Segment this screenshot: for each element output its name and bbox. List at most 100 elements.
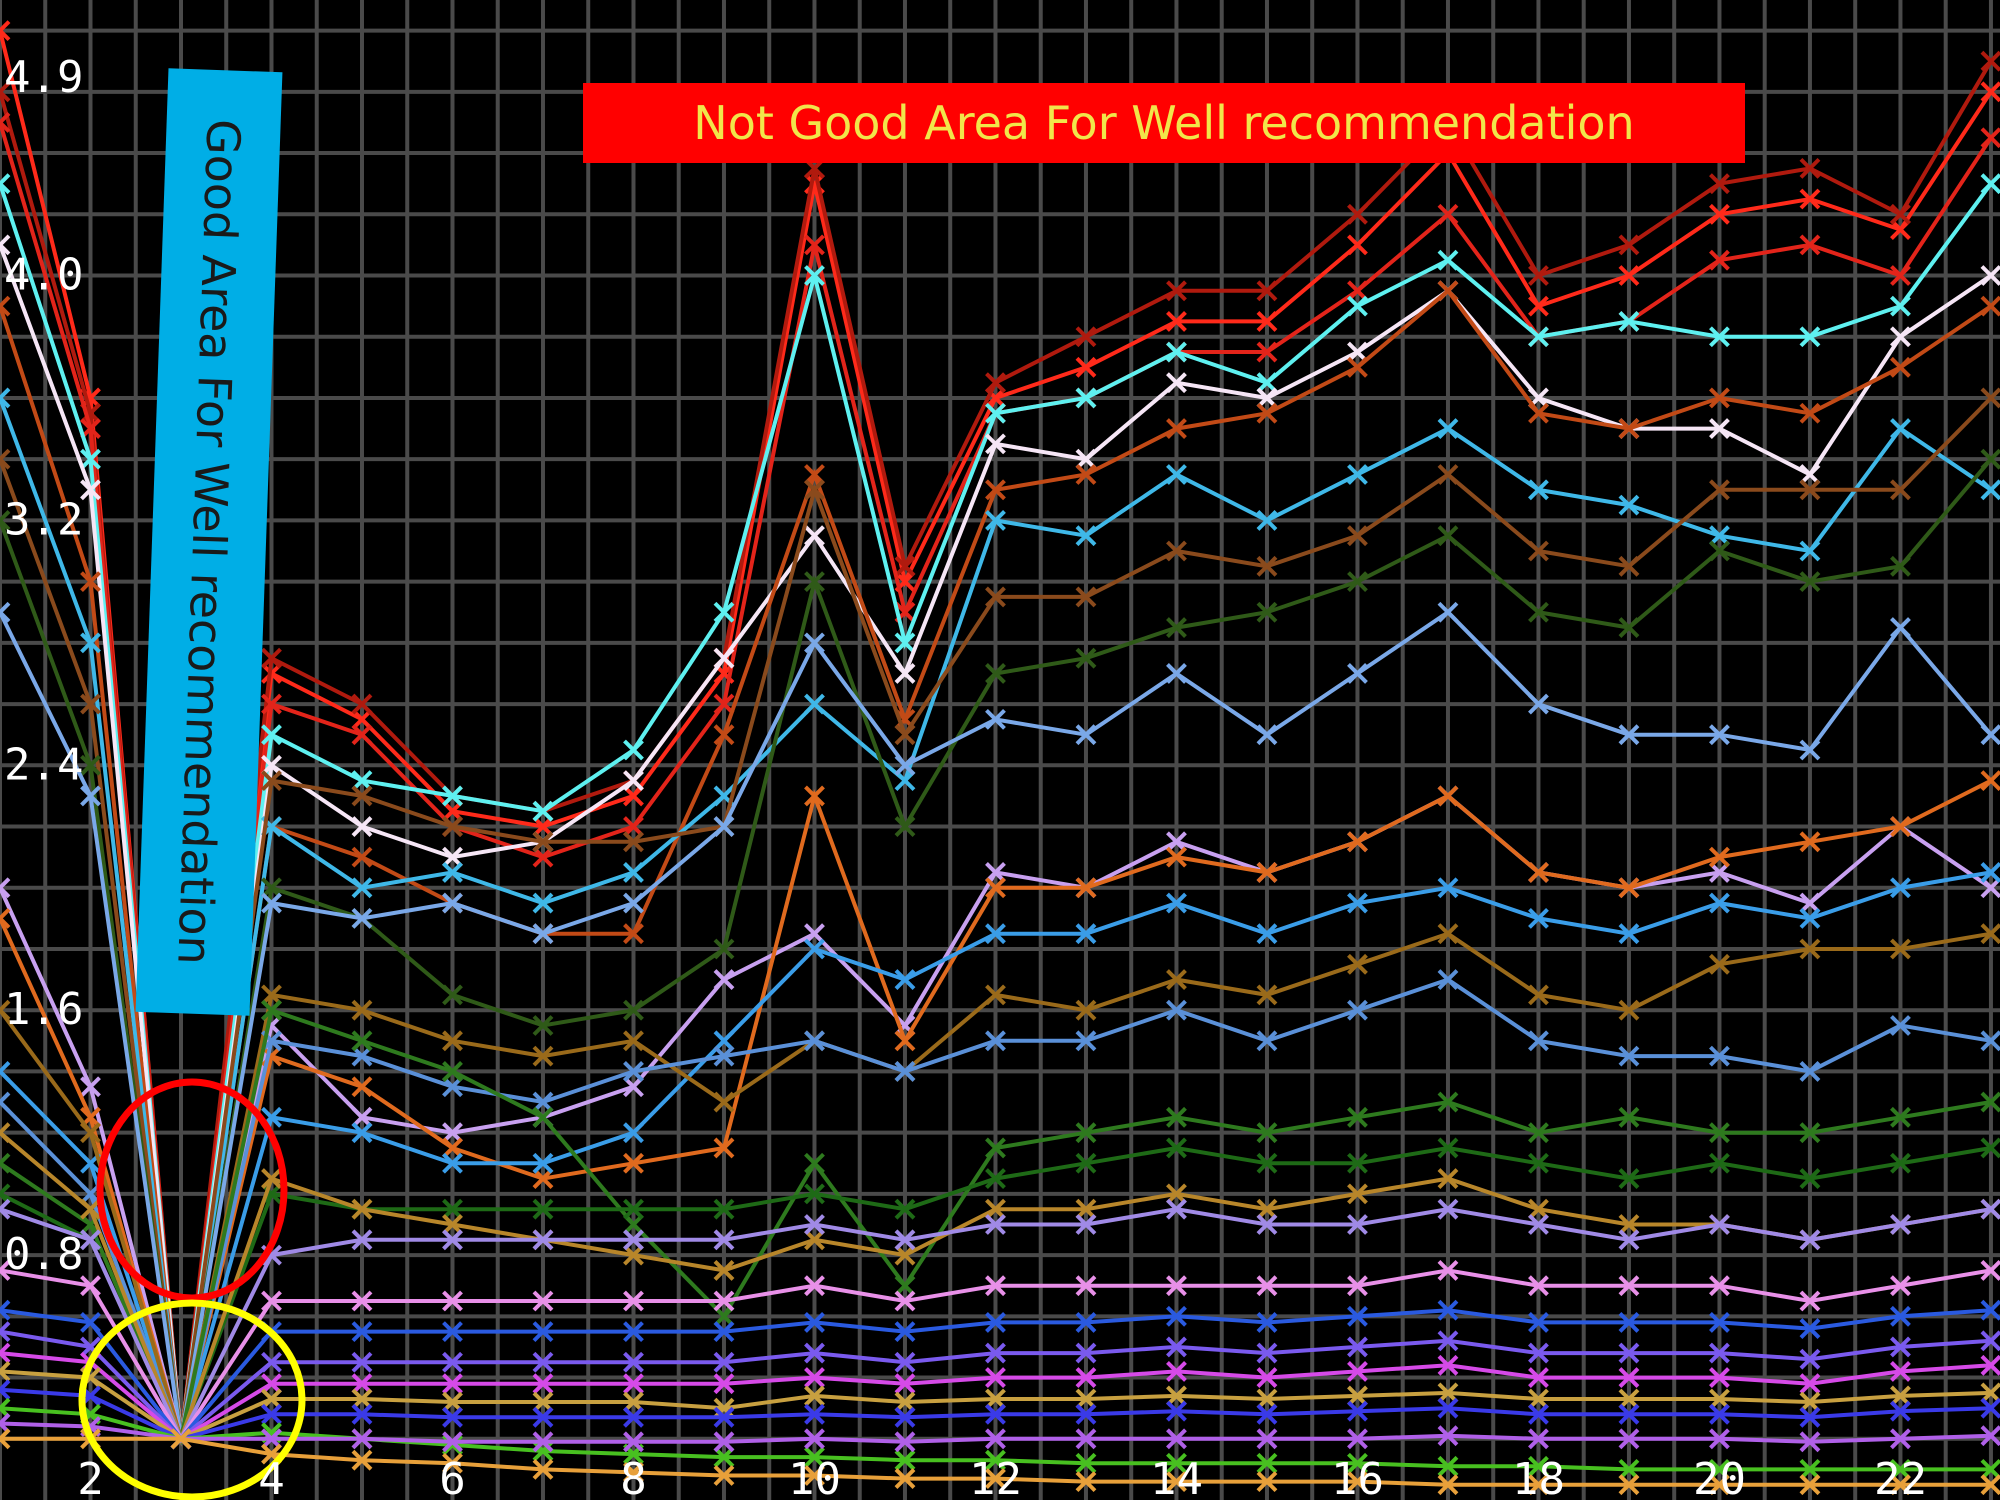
- series-27: [0, 1413, 2000, 1453]
- data-point-marker: [894, 1431, 916, 1453]
- data-point-marker: [1256, 923, 1278, 945]
- not-good-area-label: Not Good Area For Well recommendation: [693, 96, 1635, 150]
- y-tick-label: 1.6: [4, 984, 83, 1035]
- data-point-marker: [804, 571, 825, 593]
- data-point-marker: [1980, 1030, 2000, 1052]
- data-point-marker: [804, 525, 825, 547]
- data-point-marker: [1256, 1403, 1278, 1425]
- data-point-marker: [1437, 418, 1459, 439]
- data-point-marker: [1799, 479, 1821, 501]
- data-point-marker: [1347, 1471, 1368, 1493]
- data-point-marker: [1890, 1214, 1911, 1235]
- data-point-marker: [1980, 173, 2000, 195]
- series-28: [0, 1428, 2000, 1496]
- data-point-marker: [1075, 1275, 1097, 1297]
- data-point-marker: [532, 1152, 554, 1174]
- data-point-marker: [1890, 617, 1911, 638]
- yellow-highlight-circle: [78, 1299, 306, 1500]
- data-point-marker: [713, 1091, 735, 1113]
- data-point-marker: [442, 892, 463, 914]
- data-point-marker: [351, 1428, 373, 1450]
- data-point-marker: [1347, 999, 1368, 1021]
- data-point-marker: [1166, 1452, 1187, 1474]
- data-point-marker: [985, 1388, 1006, 1410]
- data-point-marker: [1890, 1275, 1911, 1297]
- data-point-marker: [261, 999, 282, 1021]
- data-point-marker: [0, 1198, 11, 1220]
- data-point-marker: [1347, 1428, 1368, 1450]
- data-point-marker: [1799, 1318, 1821, 1339]
- data-point-marker: [1437, 1474, 1459, 1496]
- x-tick-label: 4: [258, 1454, 285, 1500]
- data-point-marker: [1166, 663, 1187, 684]
- data-point-marker: [1980, 724, 2000, 746]
- data-point-marker: [1528, 1030, 1549, 1052]
- data-point-marker: [442, 1406, 463, 1428]
- data-point-marker: [804, 1214, 825, 1235]
- data-point-marker: [261, 1290, 282, 1312]
- data-point-marker: [1437, 525, 1459, 547]
- data-point-marker: [1075, 923, 1097, 945]
- data-point-marker: [1799, 1229, 1821, 1251]
- data-point-marker: [1256, 341, 1278, 363]
- data-point-marker: [0, 1361, 11, 1382]
- data-point-marker: [1075, 1342, 1097, 1364]
- data-point-marker: [1166, 1428, 1187, 1450]
- data-point-marker: [1980, 1137, 2000, 1159]
- data-point-marker: [1437, 280, 1459, 302]
- data-point-marker: [894, 1061, 916, 1082]
- data-point-marker: [713, 1030, 735, 1052]
- data-point-marker: [442, 1137, 463, 1159]
- data-point-marker: [351, 1076, 373, 1098]
- data-point-marker: [1437, 1198, 1459, 1220]
- data-point-marker: [1256, 1428, 1278, 1450]
- data-point-marker: [1166, 1305, 1187, 1327]
- data-point-marker: [1256, 1152, 1278, 1174]
- data-point-marker: [442, 1030, 463, 1052]
- data-point-marker: [0, 1183, 11, 1205]
- data-point-marker: [1890, 1385, 1911, 1407]
- data-point-marker: [261, 754, 282, 776]
- data-point-marker: [0, 601, 11, 623]
- data-point-marker: [1618, 494, 1640, 516]
- data-point-marker: [623, 785, 644, 807]
- data-point-marker: [1166, 540, 1187, 562]
- data-point-marker: [1709, 1342, 1730, 1364]
- data-point-marker: [0, 1342, 11, 1364]
- data-point-marker: [623, 1198, 644, 1220]
- data-point-marker: [1980, 1397, 2000, 1419]
- data-point-marker: [1075, 724, 1097, 746]
- data-point-marker: [894, 1321, 916, 1343]
- data-point-marker: [1799, 1348, 1821, 1370]
- data-point-marker: [1528, 402, 1549, 424]
- data-point-marker: [1437, 203, 1459, 225]
- data-point-marker: [532, 831, 554, 853]
- data-point-marker: [1709, 1122, 1730, 1144]
- x-tick-label: 12: [969, 1454, 1022, 1500]
- data-point-marker: [1166, 892, 1187, 914]
- data-point-marker: [1890, 1305, 1911, 1327]
- data-point-marker: [804, 265, 825, 286]
- data-point-marker: [1890, 1458, 1911, 1480]
- data-point-marker: [1437, 785, 1459, 807]
- x-tick-label: 10: [788, 1454, 841, 1500]
- data-point-marker: [0, 907, 11, 929]
- data-point-marker: [1437, 1168, 1459, 1189]
- data-point-marker: [894, 1406, 916, 1428]
- data-point-marker: [80, 785, 101, 807]
- data-point-marker: [532, 1321, 554, 1343]
- data-point-marker: [532, 1091, 554, 1113]
- data-point-marker: [1618, 617, 1640, 638]
- data-point-marker: [80, 632, 101, 654]
- data-point-marker: [1256, 724, 1278, 746]
- data-point-marker: [713, 1259, 735, 1281]
- data-point-marker: [894, 555, 916, 577]
- data-point-marker: [442, 1434, 463, 1456]
- data-point-marker: [1256, 387, 1278, 409]
- data-point-marker: [1980, 1259, 2000, 1281]
- data-point-marker: [351, 1449, 373, 1471]
- data-point-marker: [623, 816, 644, 837]
- data-point-marker: [1166, 846, 1187, 868]
- data-point-marker: [1709, 846, 1730, 868]
- data-point-marker: [1075, 1122, 1097, 1144]
